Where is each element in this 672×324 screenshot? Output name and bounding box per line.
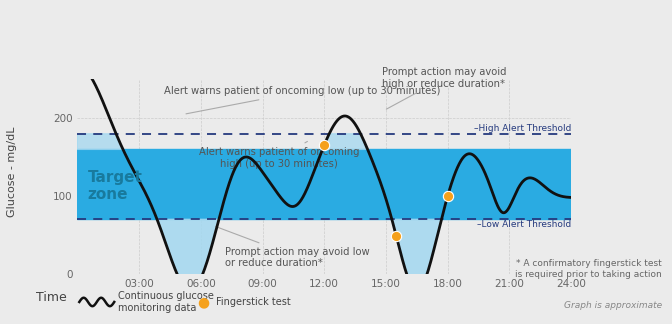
- Text: ●: ●: [198, 295, 210, 309]
- Text: Prompt action may avoid low
or reduce duration*: Prompt action may avoid low or reduce du…: [216, 226, 370, 268]
- Text: Time: Time: [36, 291, 67, 304]
- Text: * A confirmatory fingerstick test
is required prior to taking action: * A confirmatory fingerstick test is req…: [515, 259, 662, 279]
- Text: Alert warns patient of oncoming low (up to 30 minutes): Alert warns patient of oncoming low (up …: [164, 87, 440, 114]
- Text: Glucose - mg/dL: Glucose - mg/dL: [7, 126, 17, 217]
- Point: [442, 193, 453, 198]
- Point: [319, 143, 329, 148]
- Text: Prompt action may avoid
high or reduce duration*: Prompt action may avoid high or reduce d…: [382, 67, 507, 109]
- Text: Graph is approximate: Graph is approximate: [564, 301, 662, 310]
- Text: Target
zone: Target zone: [87, 170, 142, 202]
- Bar: [77, 149, 571, 219]
- Text: –Low Alert Threshold: –Low Alert Threshold: [477, 220, 571, 229]
- Text: –High Alert Threshold: –High Alert Threshold: [474, 124, 571, 133]
- Text: Continuous glucose
monitoring data: Continuous glucose monitoring data: [118, 291, 214, 313]
- Point: [194, 280, 204, 285]
- Text: Fingerstick test: Fingerstick test: [216, 297, 290, 307]
- Text: Alert warns patient of oncoming
high (up to 30 minutes): Alert warns patient of oncoming high (up…: [199, 141, 360, 168]
- Point: [391, 234, 402, 239]
